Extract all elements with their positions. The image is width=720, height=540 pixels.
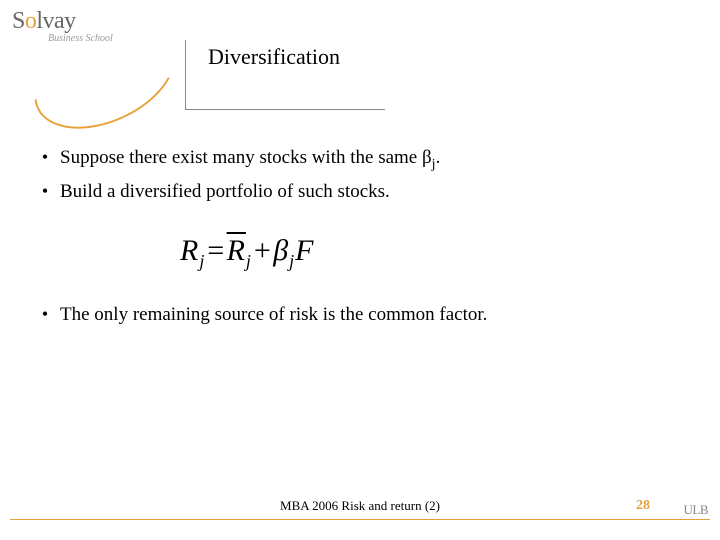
title-box: Diversification [185,40,385,110]
bullet-mark-icon: • [30,304,60,325]
logo-part2: lvay [36,8,75,34]
bullet-1-pre: Suppose there exist many stocks with the… [60,147,432,168]
bullet-1-text: Suppose there exist many stocks with the… [60,145,440,175]
logo: Solvay Business School [12,8,113,44]
eq-beta: β [273,234,289,267]
page-title: Diversification [208,44,385,70]
bullet-1: • Suppose there exist many stocks with t… [30,145,690,175]
eq-Rbar: R [227,234,246,267]
bullet-mark-icon: • [30,181,60,202]
bullet-2-text: Build a diversified portfolio of such st… [60,179,390,205]
bullet-mark-icon: • [30,147,60,168]
bullet-3: • The only remaining source of risk is t… [30,302,690,328]
footer-divider [10,519,710,520]
bullet-1-post: . [436,147,441,168]
page-number: 28 [636,498,650,514]
logo-name: Solvay [12,8,113,35]
footer-text: MBA 2006 Risk and return (2) [0,498,720,514]
content-area: • Suppose there exist many stocks with t… [30,145,690,332]
eq-R: R [180,234,199,267]
equation: Rj=Rj+βjF [180,234,314,267]
equation-block: Rj=Rj+βjF [180,234,690,272]
logo-part1: S [12,8,25,34]
eq-equals: = [205,234,226,267]
bullet-3-text: The only remaining source of risk is the… [60,302,487,328]
eq-F: F [295,234,314,267]
logo-accent: o [25,8,37,34]
bullet-2: • Build a diversified portfolio of such … [30,179,690,205]
ulb-logo: ULB [684,502,709,518]
eq-plus: + [252,234,273,267]
